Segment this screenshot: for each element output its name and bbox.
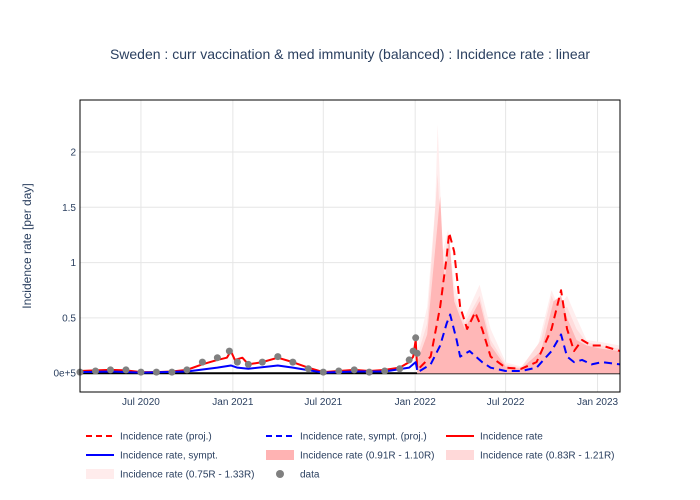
y-tick-label: 0.5 [62,313,76,324]
legend-label: Incidence rate (proj.) [120,432,212,443]
y-tick-label: 1.5 [62,203,76,214]
legend-swatch [276,470,284,478]
data-point [413,349,421,357]
legend-item-sympt_proj: Incidence rate, sympt. (proj.) [266,432,427,443]
incidence-rate-proj-line [418,231,621,370]
legend-label: Incidence rate, sympt. (proj.) [300,432,427,443]
y-tick-label: 2 [70,147,76,158]
data-point [350,366,358,374]
data-point [106,366,114,374]
legend-item-band2: Incidence rate (0.83R - 1.21R) [446,450,615,462]
data-point [152,368,160,376]
legend-swatch [86,469,114,479]
data-point [405,356,413,364]
y-tick-label: 1 [70,258,76,269]
legend-label: Incidence rate (0.75R - 1.33R) [120,470,255,481]
data-point [183,366,191,374]
data-point [137,368,145,376]
data-point [258,358,266,366]
legend-label: Incidence rate (0.83R - 1.21R) [480,451,615,462]
data-point [304,365,312,373]
legend-item-data: data [276,470,320,481]
x-tick-label: Jul 2020 [122,397,160,408]
x-tick-label: Jan 2022 [395,397,437,408]
data-point [233,358,241,366]
plot-frame [79,99,621,393]
legend-item-rate: Incidence rate [446,432,543,443]
data-point [225,347,233,355]
band-0.75R-1.33R [417,124,620,374]
data-point [91,367,99,375]
incidence-rate-sympt-proj-line [419,313,621,372]
chart-title: Sweden : curr vaccination & med immunity… [110,46,590,62]
y-tick-label: 0e+5 [53,369,76,380]
x-tick-label: Jan 2021 [212,397,254,408]
x-axis-ticks: Jul 2020 Jan 2021 Jul 2021 Jan 2022 Jul 2022… [122,397,618,408]
data-point [244,360,252,368]
data-point [198,358,206,366]
legend-item-proj: Incidence rate (proj.) [86,432,212,443]
x-tick-label: Jul 2022 [487,397,525,408]
data-point [274,353,282,361]
data-points [76,334,421,376]
legend-label: Incidence rate [480,432,543,443]
legend-label: Incidence rate (0.91R - 1.10R) [300,451,435,462]
data-point [319,368,327,376]
data-point [213,354,221,362]
data-point [412,334,420,342]
y-axis-ticks: 0e+5 0.5 1 1.5 2 [53,147,76,379]
plot-area [76,99,621,393]
legend: Incidence rate (proj.) Incidence rate, sy… [86,432,615,481]
legend-swatch [266,450,294,460]
data-point [381,367,389,375]
x-tick-label: Jul 2021 [304,397,342,408]
legend-item-sympt: Incidence rate, sympt. [86,451,218,462]
data-point [365,368,373,376]
legend-label: Incidence rate, sympt. [120,451,218,462]
data-point [168,368,176,376]
x-tick-label: Jan 2023 [577,397,619,408]
legend-item-band1: Incidence rate (0.91R - 1.10R) [266,450,435,462]
y-axis-title: Incidence rate [per day] [20,183,34,308]
data-point [396,365,404,373]
data-point [122,366,130,374]
plot-background [80,100,620,392]
legend-item-band3: Incidence rate (0.75R - 1.33R) [86,469,255,481]
data-point [335,367,343,375]
data-point [289,358,297,366]
legend-label: data [300,470,320,481]
legend-swatch [446,450,474,460]
